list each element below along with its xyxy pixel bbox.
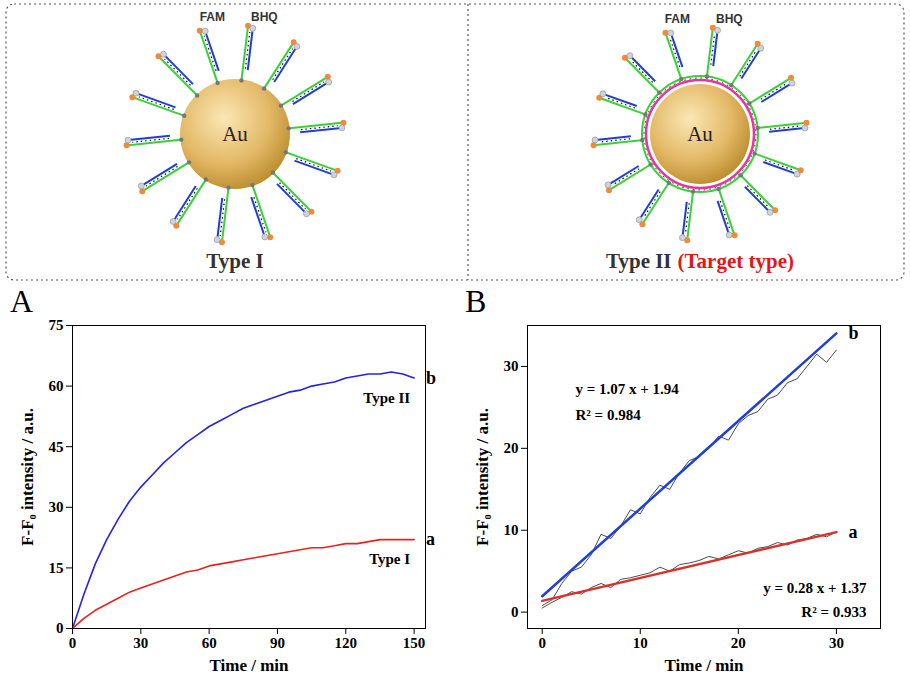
svg-text:0: 0 [56, 620, 64, 636]
svg-text:Type I: Type I [206, 249, 263, 273]
svg-text:10: 10 [633, 635, 648, 651]
svg-text:30: 30 [504, 358, 519, 374]
svg-text:R² = 0.933: R² = 0.933 [801, 604, 866, 620]
svg-text:15: 15 [49, 560, 64, 576]
svg-text:150: 150 [403, 635, 426, 651]
svg-text:b: b [426, 368, 436, 388]
svg-text:45: 45 [49, 439, 64, 455]
svg-text:y = 0.28 x + 1.37: y = 0.28 x + 1.37 [763, 580, 867, 596]
svg-text:60: 60 [202, 635, 217, 651]
svg-text:30: 30 [829, 635, 844, 651]
svg-text:FAM: FAM [200, 10, 225, 24]
svg-text:R² = 0.984: R² = 0.984 [576, 407, 642, 423]
svg-text:a: a [848, 522, 857, 542]
svg-text:Type I: Type I [369, 551, 410, 567]
svg-text:Time / min: Time / min [664, 656, 744, 675]
html-text:A: A [10, 283, 34, 319]
svg-text:90: 90 [270, 635, 285, 651]
svg-text:Time / min: Time / min [209, 656, 289, 675]
svg-text:60: 60 [49, 378, 64, 394]
svg-text:Type II(Target type): Type II(Target type) [606, 249, 794, 273]
svg-text:F-F₀ intensity / a.u.: F-F₀ intensity / a.u. [18, 408, 37, 546]
svg-text:b: b [848, 323, 858, 343]
svg-text:Au: Au [222, 122, 248, 146]
svg-text:10: 10 [504, 522, 519, 538]
svg-text:0: 0 [538, 635, 546, 651]
svg-text:30: 30 [133, 635, 148, 651]
svg-text:FAM: FAM [665, 12, 690, 26]
html-text:B: B [465, 283, 487, 319]
svg-text:BHQ: BHQ [251, 10, 278, 24]
svg-text:y = 1.07 x + 1.94: y = 1.07 x + 1.94 [576, 381, 680, 397]
svg-text:20: 20 [504, 440, 519, 456]
svg-text:0: 0 [69, 635, 77, 651]
svg-text:Au: Au [687, 122, 713, 146]
svg-text:75: 75 [49, 317, 64, 333]
svg-text:0: 0 [511, 604, 519, 620]
svg-text:a: a [426, 529, 435, 549]
svg-text:Type II: Type II [363, 390, 410, 406]
svg-text:20: 20 [731, 635, 746, 651]
svg-text:BHQ: BHQ [716, 12, 743, 26]
svg-text:30: 30 [49, 499, 64, 515]
svg-text:120: 120 [335, 635, 358, 651]
svg-text:F-F₀ intensity / a.u.: F-F₀ intensity / a.u. [473, 408, 492, 546]
